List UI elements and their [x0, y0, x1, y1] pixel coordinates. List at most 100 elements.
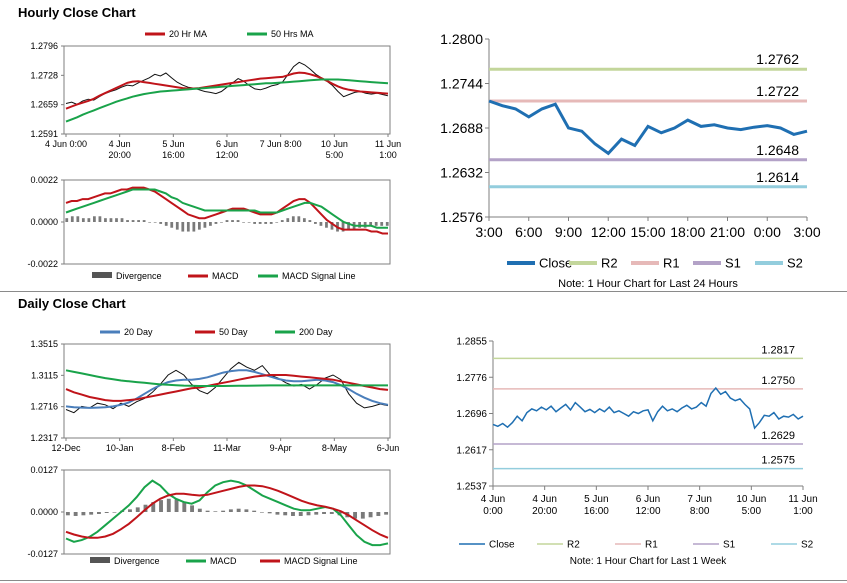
- y-tick-label: 1.2632: [440, 164, 483, 180]
- daily-macd-chart: 0.0127 0.0000 -0.0127 Divergence MACD MACD Si…: [27, 465, 391, 566]
- legend-label: 20 Day: [124, 327, 153, 337]
- divergence-bar: [81, 512, 86, 516]
- series-line-macd-signal-line: [65, 484, 389, 539]
- x-tick-label: 11-Mar: [213, 443, 241, 453]
- x-tick-label: 20:00: [532, 506, 557, 517]
- series-line-close: [488, 99, 808, 156]
- legend-label: R2: [567, 540, 580, 551]
- series-line-20-hr-ma: [65, 71, 389, 110]
- divergence-bar: [220, 222, 223, 223]
- series-line-20-day: [65, 369, 389, 409]
- legend-label: R2: [601, 256, 618, 271]
- divergence-bar: [153, 222, 157, 223]
- y-tick-label: 0.0000: [30, 217, 58, 227]
- legend-label: Divergence: [116, 271, 162, 281]
- x-tick-label: 3:00: [475, 224, 502, 240]
- x-tick-label: 8:00: [690, 506, 710, 517]
- divergence-bar: [308, 220, 312, 222]
- divergence-bar: [115, 218, 118, 222]
- divergence-bar: [213, 511, 218, 512]
- divergence-bar: [297, 216, 301, 222]
- hourly-24h-chart: 1.2800 1.2744 1.2688 1.2632 1.2576 1.2762 1.27…: [440, 31, 821, 290]
- x-tick-label: 1:00: [793, 506, 813, 517]
- divergence-bar: [70, 216, 74, 222]
- level-label-r1: 1.2750: [761, 375, 795, 387]
- level-label-r1: 1.2722: [756, 83, 799, 99]
- x-tick-label: 5 Jun: [584, 494, 608, 505]
- y-tick-label: 1.2744: [440, 75, 483, 91]
- x-tick-label: 5:00: [326, 150, 344, 160]
- divergence-bar: [347, 222, 350, 230]
- y-tick-label: 1.2728: [30, 70, 58, 80]
- x-tick-label: 6-Jun: [377, 443, 400, 453]
- hourly-section-title: Hourly Close Chart: [18, 5, 136, 20]
- divergence-bar: [314, 512, 319, 515]
- divergence-bar: [236, 220, 240, 222]
- x-tick-label: 12:00: [635, 506, 660, 517]
- y-tick-label: 1.2617: [456, 445, 487, 456]
- divergence-bar: [205, 510, 210, 512]
- divergence-bar: [174, 499, 179, 512]
- section-divider: [0, 291, 847, 292]
- legend-swatch: [90, 557, 110, 563]
- y-tick-label: 0.0022: [30, 175, 58, 185]
- divergence-bar: [221, 510, 226, 512]
- divergence-bar: [236, 508, 241, 512]
- x-tick-label: 9-Apr: [270, 443, 292, 453]
- divergence-bar: [93, 216, 96, 222]
- x-tick-label: 4 Jun 0:00: [45, 139, 87, 149]
- divergence-bar: [73, 512, 78, 516]
- divergence-bar: [258, 222, 262, 224]
- legend-swatch: [92, 272, 112, 278]
- legend-label: MACD: [210, 556, 237, 566]
- hourly-macd-chart: 0.0022 0.0000 -0.0022 Divergence MACD MACD Si…: [27, 175, 391, 281]
- legend-label: 20 Hr MA: [169, 29, 207, 39]
- divergence-bar: [280, 220, 284, 222]
- y-tick-label: -0.0022: [27, 259, 58, 269]
- x-tick-label: 8-May: [322, 443, 348, 453]
- legend-label: 200 Day: [299, 327, 333, 337]
- x-tick-label: 12-Dec: [51, 443, 81, 453]
- divergence-bar: [286, 218, 290, 222]
- divergence-bar: [253, 222, 257, 224]
- divergence-bar: [368, 512, 373, 518]
- x-tick-label: 0:00: [754, 224, 781, 240]
- legend-label: S1: [725, 256, 741, 271]
- divergence-bar: [87, 218, 91, 222]
- divergence-bar: [322, 512, 326, 514]
- divergence-bar: [264, 222, 268, 224]
- legend-label: Close: [539, 256, 572, 271]
- divergence-bar: [159, 500, 163, 512]
- divergence-bar: [325, 222, 328, 228]
- bottom-divider: [0, 580, 847, 581]
- level-label-s2: 1.2575: [761, 455, 795, 467]
- y-tick-label: 0.0127: [30, 465, 58, 475]
- y-tick-label: 1.3115: [31, 370, 58, 380]
- x-tick-label: 12:00: [591, 224, 626, 240]
- divergence-bar: [137, 220, 140, 222]
- x-tick-label: 4 Jun: [109, 139, 131, 149]
- level-label-s1: 1.2629: [761, 430, 795, 442]
- divergence-bar: [353, 512, 358, 519]
- x-tick-label: 0:00: [483, 506, 503, 517]
- level-label-r2: 1.2762: [756, 51, 799, 67]
- divergence-bar: [314, 222, 317, 224]
- divergence-bar: [259, 512, 264, 513]
- y-tick-label: 1.3515: [30, 339, 58, 349]
- series-line-200-day: [65, 369, 388, 387]
- divergence-bar: [104, 512, 109, 513]
- series-line-50-hrs-ma: [65, 78, 389, 123]
- legend-label: Divergence: [114, 556, 160, 566]
- divergence-bar: [128, 509, 132, 512]
- x-tick-label: 16:00: [584, 506, 609, 517]
- y-tick-label: 1.2688: [440, 120, 483, 136]
- divergence-bar: [159, 222, 163, 224]
- divergence-bar: [319, 222, 323, 226]
- legend-label: R1: [663, 256, 680, 271]
- x-tick-label: 7 Jun: [687, 494, 711, 505]
- divergence-bar: [175, 222, 179, 230]
- x-tick-label: 6 Jun: [636, 494, 660, 505]
- divergence-bar: [181, 222, 185, 232]
- divergence-bar: [360, 512, 365, 519]
